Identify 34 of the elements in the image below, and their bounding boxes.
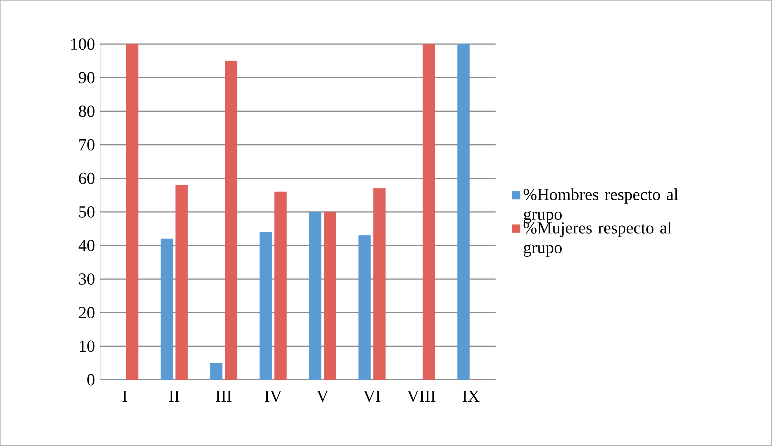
y-tick-label: 30	[79, 273, 95, 285]
y-tick-label: 20	[79, 307, 95, 318]
bar	[225, 60, 238, 380]
x-tick-label: III	[216, 390, 232, 402]
y-tick-label: 0	[88, 374, 95, 386]
legend-label: %Mujeres respecto al grupo	[524, 222, 672, 257]
y-tick-label: 100	[72, 38, 95, 50]
y-tick-label: 60	[79, 172, 95, 184]
legend-label: %Hombres respecto al grupo	[524, 188, 678, 224]
bar	[374, 188, 386, 380]
bar	[458, 44, 470, 380]
y-tick-label: 10	[80, 340, 95, 352]
x-tick-label: V	[316, 390, 329, 402]
bar	[358, 235, 372, 380]
bar	[176, 185, 188, 380]
x-tick-label: I	[122, 390, 128, 402]
x-tick-label: II	[169, 390, 180, 402]
y-tick-label: 70	[80, 139, 95, 151]
bar	[422, 44, 436, 380]
x-tick-label: IX	[462, 390, 480, 402]
x-tick-label: IV	[265, 390, 282, 402]
y-tick-label: 50	[79, 206, 95, 218]
x-tick-label: VIII	[407, 390, 436, 402]
bar	[160, 238, 174, 380]
bar	[126, 44, 139, 380]
x-tick-label: VI	[364, 390, 381, 402]
y-tick-label: 90	[79, 72, 95, 84]
bar	[309, 212, 322, 380]
bar	[274, 192, 287, 380]
bar	[210, 362, 223, 380]
bar	[324, 212, 336, 380]
y-tick-label: 80	[79, 106, 95, 117]
bar	[260, 232, 272, 380]
y-tick-label: 40	[78, 240, 95, 252]
